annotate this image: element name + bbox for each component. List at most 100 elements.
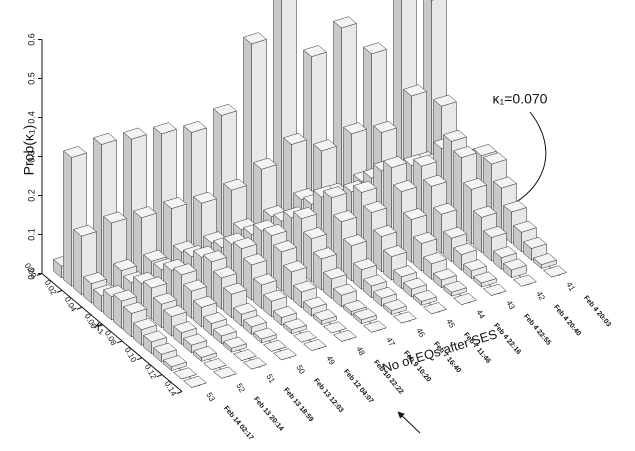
bar bbox=[242, 357, 268, 370]
bar-top bbox=[302, 296, 328, 309]
y-tick-label: 0.0 bbox=[26, 267, 36, 280]
bar bbox=[542, 265, 568, 278]
x-tick-label: 0.14 bbox=[163, 380, 179, 398]
row-label: 46 bbox=[414, 327, 427, 340]
bar-top bbox=[362, 200, 388, 213]
bar bbox=[212, 366, 238, 379]
bar bbox=[272, 348, 298, 361]
bar-top bbox=[442, 280, 468, 293]
bar bbox=[222, 336, 248, 353]
bar-top bbox=[222, 336, 248, 349]
bar-top bbox=[172, 263, 198, 276]
row-label: 51 bbox=[264, 373, 277, 386]
bar-top bbox=[162, 355, 188, 367]
row-label: 43 bbox=[504, 299, 517, 312]
annotation: κ₁=0.070 bbox=[493, 91, 548, 107]
y-tick-label: 0.3 bbox=[26, 150, 36, 163]
bar-top bbox=[382, 156, 408, 168]
bar-top bbox=[202, 358, 228, 371]
bar bbox=[312, 309, 338, 326]
bar-top bbox=[532, 253, 558, 265]
bar bbox=[182, 375, 208, 388]
bar bbox=[192, 345, 218, 362]
bar bbox=[332, 329, 358, 342]
bar-top bbox=[272, 305, 298, 318]
bar-top bbox=[242, 315, 268, 328]
bar-top bbox=[272, 348, 298, 361]
y-tick-label: 0.5 bbox=[26, 72, 36, 85]
bar bbox=[172, 367, 198, 380]
bar-top bbox=[102, 211, 128, 224]
bar-top bbox=[162, 305, 188, 317]
row-date: Feb 4 22:55 bbox=[522, 313, 552, 347]
bar-top bbox=[422, 174, 448, 187]
bar-top bbox=[202, 250, 228, 263]
y-tick-label: 0.2 bbox=[26, 189, 36, 202]
bar-top bbox=[312, 247, 338, 260]
bar bbox=[262, 289, 288, 318]
bar-top bbox=[292, 207, 318, 219]
bar-top bbox=[252, 273, 278, 286]
bar bbox=[432, 268, 458, 289]
bar bbox=[532, 253, 558, 270]
bar-top bbox=[272, 240, 298, 253]
bar-top bbox=[442, 226, 468, 239]
row-label: 42 bbox=[534, 290, 547, 303]
bar-top bbox=[402, 208, 428, 220]
bar bbox=[252, 327, 278, 344]
bar bbox=[412, 232, 438, 272]
bar-top bbox=[162, 197, 188, 209]
bar-top bbox=[312, 309, 338, 321]
row-label: 53 bbox=[204, 391, 217, 404]
bar-top bbox=[342, 234, 368, 247]
bar-top bbox=[342, 122, 368, 135]
bar-top bbox=[482, 283, 508, 296]
bar bbox=[512, 274, 538, 287]
x-tick bbox=[116, 340, 123, 344]
x-tick-label: 0.10 bbox=[123, 346, 139, 364]
bar-top bbox=[222, 282, 248, 295]
row-date: Feb 12 04:07 bbox=[342, 368, 374, 405]
bar-top bbox=[122, 127, 148, 140]
bar bbox=[362, 320, 388, 333]
row-date: Feb 13 12:03 bbox=[312, 377, 344, 414]
bar-top bbox=[472, 205, 498, 218]
bar-top bbox=[392, 180, 418, 192]
x-tick-label: 0.08 bbox=[103, 329, 119, 347]
bar-top bbox=[482, 225, 508, 238]
y-axis-title: Prob(κ₁) bbox=[21, 125, 37, 176]
bar-top bbox=[392, 265, 418, 278]
bar-top bbox=[432, 202, 458, 215]
bar bbox=[352, 308, 378, 325]
x-tick-label: 0.12 bbox=[143, 363, 159, 381]
bar-top bbox=[112, 289, 138, 302]
bar-top bbox=[72, 224, 98, 237]
bar-top bbox=[432, 94, 458, 107]
bar-top bbox=[212, 266, 238, 279]
bar-top bbox=[352, 180, 378, 193]
bar-top bbox=[402, 277, 428, 290]
row-label: 52 bbox=[234, 382, 247, 395]
bar-top bbox=[372, 120, 398, 133]
bar-front bbox=[63, 150, 72, 287]
bar-top bbox=[392, 311, 418, 324]
bar-top bbox=[352, 308, 378, 321]
row-label: 41 bbox=[564, 281, 577, 294]
row-date: Feb 4 20:03 bbox=[582, 295, 612, 329]
bar-top bbox=[132, 318, 158, 330]
bar bbox=[212, 324, 238, 345]
bar bbox=[482, 283, 508, 296]
row-date: Feb 14 02:17 bbox=[222, 405, 254, 442]
bar-top bbox=[332, 210, 358, 223]
bar-top bbox=[452, 242, 478, 255]
bar-front bbox=[103, 215, 112, 287]
bar bbox=[282, 318, 308, 335]
bar-top bbox=[242, 253, 268, 266]
bar-top bbox=[452, 146, 478, 158]
bar-top bbox=[182, 120, 208, 133]
x-tick bbox=[56, 289, 63, 293]
bar-top bbox=[442, 129, 468, 142]
x-axis bbox=[41, 273, 183, 392]
bar-top bbox=[302, 227, 328, 240]
row-date: Feb 13 20:14 bbox=[252, 396, 284, 433]
